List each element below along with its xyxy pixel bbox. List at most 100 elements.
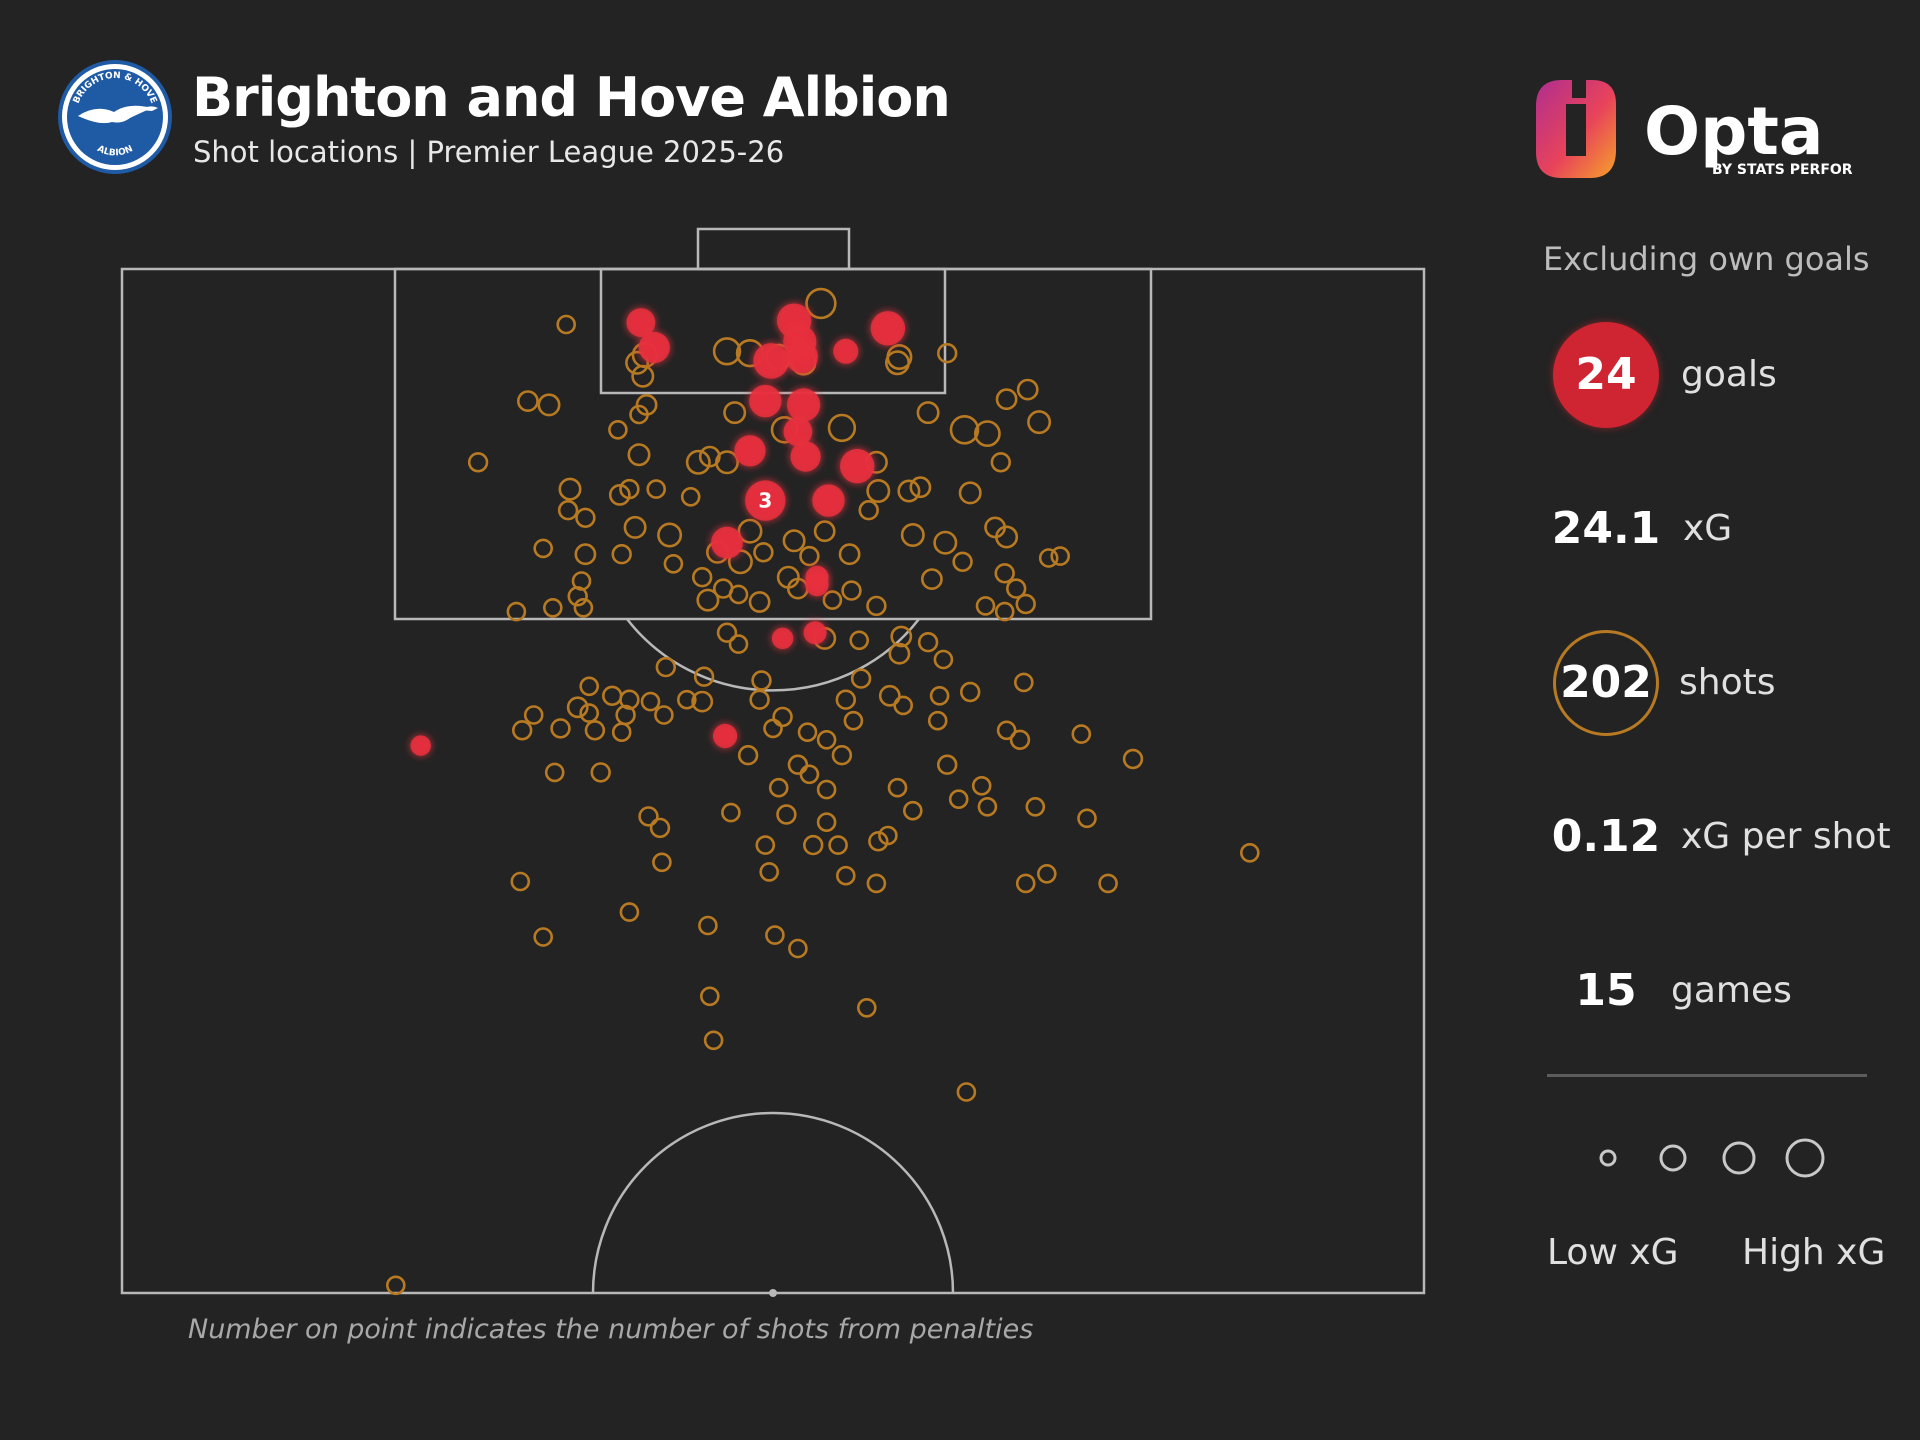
games-label: games: [1671, 970, 1792, 1011]
goal-point: [734, 435, 766, 467]
shot-point: [533, 538, 554, 559]
shot-point: [601, 685, 623, 706]
shot-point: [776, 804, 797, 825]
svg-text:ALBION: ALBION: [95, 144, 134, 158]
shot-point: [579, 703, 600, 723]
shot-point: [646, 479, 667, 499]
shot-point: [893, 695, 914, 716]
shot-point: [1015, 873, 1036, 894]
shot-point: [850, 668, 872, 689]
goals-stat-badge: [1553, 322, 1659, 428]
shot-point: [933, 649, 954, 670]
shot-point: [977, 796, 998, 817]
xg-per-shot-label: xG per shot: [1681, 816, 1891, 857]
shot-point: [878, 684, 901, 707]
shot-point: [1077, 808, 1097, 829]
shot-point: [900, 522, 925, 547]
goal-point: [410, 735, 431, 756]
shot-point: [703, 1030, 724, 1051]
shot-point: [841, 580, 862, 601]
shots-stat-badge: [1553, 630, 1659, 736]
shot-point: [523, 705, 544, 725]
shot-point: [959, 681, 981, 703]
shot-point: [990, 452, 1011, 473]
shot-point: [631, 364, 655, 388]
shot-point: [1098, 873, 1118, 894]
shot-point: [625, 350, 650, 375]
shot-point: [698, 915, 718, 936]
crest-text-bottom: ALBION: [95, 144, 134, 158]
goal-point: [812, 484, 845, 517]
shot-point: [1071, 724, 1092, 744]
shot-point: [975, 596, 996, 616]
shot-point: [567, 586, 588, 607]
shot-point: [936, 343, 958, 364]
shot-point: [1005, 578, 1027, 599]
shot-point: [866, 595, 887, 617]
shot-point: [890, 625, 913, 648]
shot-point: [835, 865, 856, 886]
shot-point: [1015, 593, 1036, 615]
xg-size-legend: [1599, 1138, 1825, 1178]
shot-point: [799, 545, 820, 567]
shot-point: [608, 483, 631, 506]
shot-point: [691, 566, 713, 588]
shot-point: [753, 542, 774, 563]
goal-point: [833, 338, 859, 364]
goal-point: [753, 343, 789, 379]
shot-point: [751, 670, 772, 691]
shot-point: [385, 1275, 406, 1296]
shot-point: [768, 777, 789, 798]
shot-point: [921, 568, 943, 591]
shot-point: [971, 775, 992, 796]
shot-point: [816, 729, 837, 750]
shot-point: [657, 522, 683, 548]
shot-point: [974, 420, 1001, 448]
goals-layer: 3: [410, 303, 906, 756]
shot-point: [550, 718, 571, 739]
goal-point: [713, 723, 738, 749]
shot-point: [816, 779, 837, 800]
centre-spot: [769, 1289, 777, 1297]
xg-label: xG: [1683, 508, 1733, 549]
shot-point: [897, 479, 921, 503]
shot-point: [996, 720, 1017, 741]
shot-point: [835, 689, 856, 710]
shot-point: [887, 777, 908, 798]
footnote: Number on point indicates the number of …: [188, 1314, 1034, 1345]
goal-point: [790, 441, 821, 472]
xg-per-shot-value: 0.12: [1551, 811, 1661, 862]
shot-point: [936, 754, 958, 775]
shot-point: [655, 656, 676, 678]
exclusion-note: Excluding own goals: [1543, 240, 1870, 278]
shot-point: [1013, 672, 1034, 693]
shot-point: [544, 762, 565, 783]
shot-point: [652, 852, 672, 873]
shot-point: [782, 529, 806, 553]
legend-size-3: [1722, 1141, 1756, 1175]
chart-title: Brighton and Hove Albion: [192, 66, 951, 129]
goal-point: [785, 340, 818, 374]
goal-frame: [696, 227, 851, 271]
shot-point: [1025, 796, 1046, 817]
shot-point: [763, 718, 783, 739]
shot-point: [654, 705, 674, 725]
shots-value: 202: [1560, 657, 1652, 708]
goal-point: [745, 480, 786, 521]
shot-point: [828, 835, 848, 855]
shot-point: [917, 631, 939, 653]
shot-point: [888, 642, 911, 665]
goal-point: [626, 308, 656, 337]
shot-point: [858, 500, 879, 521]
shot-point: [537, 393, 561, 417]
shot-point: [1009, 729, 1031, 750]
shot-point: [755, 835, 776, 855]
shot-point: [958, 481, 982, 505]
chart-subtitle: Shot locations | Premier League 2025-26: [193, 135, 785, 169]
goal-point: [749, 384, 782, 418]
games-value: 15: [1575, 965, 1637, 1016]
goals-value: 24: [1575, 349, 1637, 400]
shot-point: [994, 601, 1015, 622]
shot-point: [510, 871, 531, 892]
shot-point: [619, 689, 640, 710]
